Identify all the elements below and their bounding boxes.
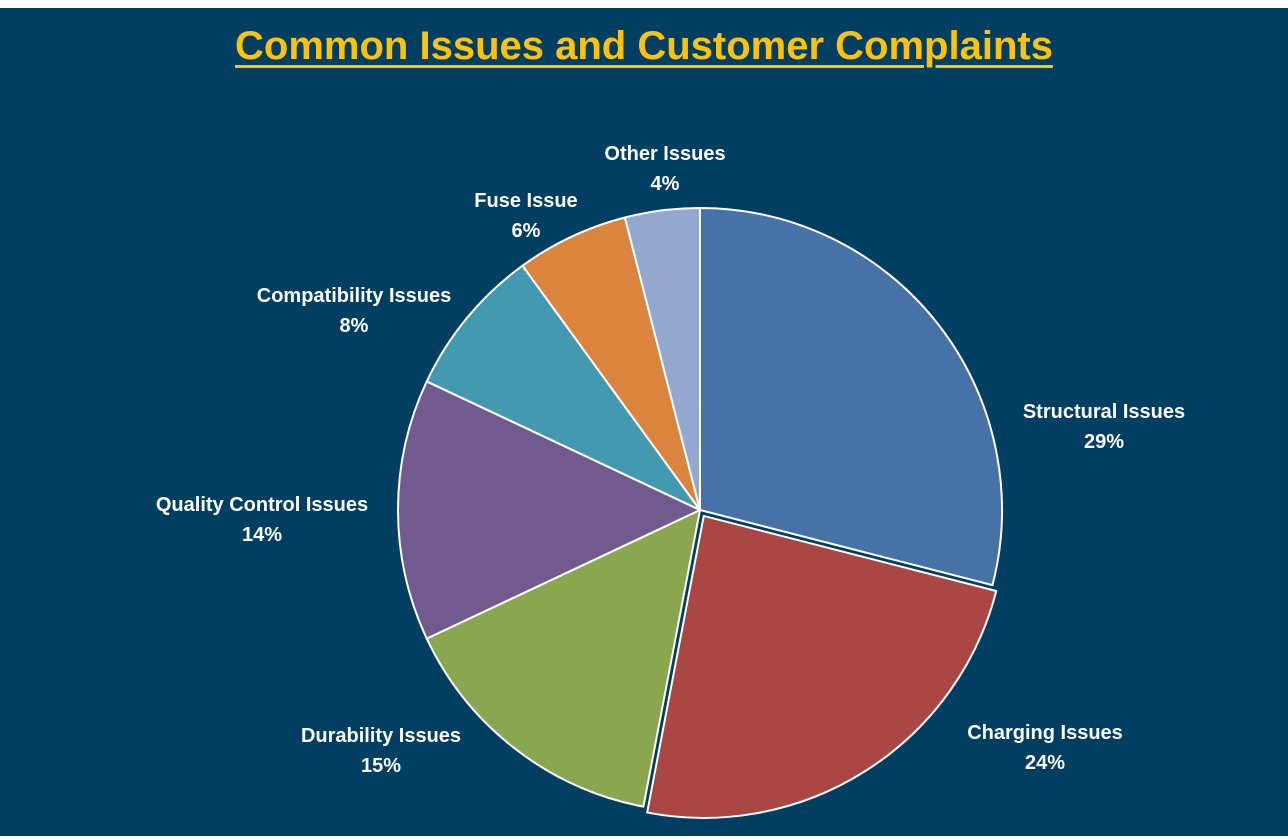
pie-slice-durability-issues: [425, 509, 701, 808]
slice-value-quality-control-issues: 14%: [242, 524, 282, 546]
chart-title-text: Common Issues and Customer Complaints: [235, 24, 1053, 68]
slice-value-charging-issues: 24%: [1025, 752, 1065, 774]
slice-label-durability-issues: Durability Issues: [301, 725, 461, 747]
slice-value-other-issues: 4%: [651, 173, 680, 195]
pie-slices: [397, 207, 1003, 819]
pie-slice-charging-issues: [646, 514, 998, 819]
slice-value-compatibility-issues: 8%: [340, 315, 369, 337]
pie-slice-quality-control-issues: [397, 380, 701, 640]
slice-label-charging-issues: Charging Issues: [967, 722, 1123, 744]
chart-title: Common Issues and Customer Complaints: [0, 22, 1288, 70]
slice-value-fuse-issue: 6%: [512, 220, 541, 242]
slice-label-fuse-issue: Fuse Issue: [474, 190, 577, 212]
slice-label-other-issues: Other Issues: [604, 143, 725, 165]
pie-slice-compatibility-issues: [425, 264, 701, 511]
slice-label-quality-control-issues: Quality Control Issues: [156, 494, 368, 516]
pie-slice-structural-issues: [699, 207, 1003, 587]
slice-label-compatibility-issues: Compatibility Issues: [257, 285, 452, 307]
slice-label-structural-issues: Structural Issues: [1023, 401, 1185, 423]
slice-value-structural-issues: 29%: [1084, 431, 1124, 453]
slice-labels: Structural Issues 29% Charging Issues 24% Du…: [156, 143, 1185, 777]
pie-slice-other-issues: [623, 207, 701, 511]
slice-value-durability-issues: 15%: [361, 755, 401, 777]
